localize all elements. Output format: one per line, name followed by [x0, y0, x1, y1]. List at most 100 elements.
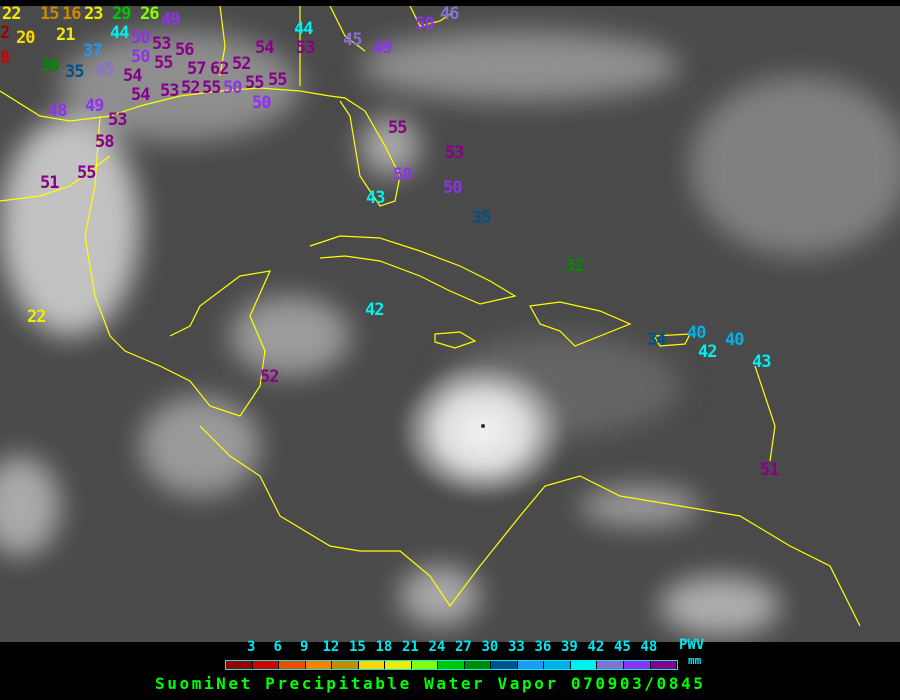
station-pwv-label: 55	[388, 118, 408, 138]
legend-swatch	[411, 661, 439, 669]
station-pwv-label: 52	[181, 78, 201, 98]
station-pwv-label: 54	[131, 85, 151, 105]
legend-tick: 3	[247, 639, 256, 655]
legend-swatch	[570, 661, 598, 669]
station-pwv-label: 45	[343, 30, 363, 50]
station-pwv-label: 52	[232, 54, 252, 74]
legend-swatch	[517, 661, 545, 669]
legend-tick: 12	[322, 639, 340, 655]
station-pwv-label: 23	[84, 6, 104, 24]
station-pwv-label: 51	[760, 460, 780, 480]
station-pwv-label: 43	[752, 352, 772, 372]
legend-swatch	[491, 661, 518, 669]
legend-tick: 24	[428, 639, 446, 655]
legend-tick: 33	[508, 639, 525, 655]
legend-tick: 27	[455, 639, 472, 655]
station-pwv-label: 50	[393, 165, 413, 185]
station-pwv-label: 55	[268, 70, 288, 90]
station-pwv-label: 56	[175, 40, 195, 60]
station-pwv-label: 53	[108, 110, 128, 130]
station-pwv-label: 62	[210, 59, 230, 79]
station-pwv-label: 46	[440, 6, 460, 24]
legend-tick: 36	[534, 639, 552, 655]
legend-swatch	[464, 661, 492, 669]
station-pwv-label: 16	[62, 6, 82, 24]
station-pwv-label: 45	[95, 60, 115, 80]
hurricane-eye	[481, 424, 485, 428]
station-pwv-label: 52	[260, 367, 280, 387]
legend-unit: mm	[688, 654, 702, 667]
legend-tick: 42	[587, 639, 605, 655]
legend-tick: 48	[640, 639, 658, 655]
station-pwv-label: 55	[202, 78, 222, 98]
legend-swatch	[438, 661, 465, 669]
station-pwv-label: 40	[687, 323, 707, 343]
station-pwv-label: 55	[77, 163, 97, 183]
legend-swatch	[544, 661, 571, 669]
station-pwv-label: 55	[154, 53, 174, 73]
station-pwv-label: 8	[0, 48, 10, 68]
station-pwv-label: 44	[294, 19, 314, 39]
satellite-layer	[0, 6, 900, 636]
legend-swatch	[358, 661, 386, 669]
station-pwv-label: 53	[160, 81, 180, 101]
legend-swatch	[305, 661, 333, 669]
legend-swatch	[332, 661, 359, 669]
legend-swatch	[226, 661, 253, 669]
station-pwv-label: 22	[27, 307, 47, 327]
legend-swatch	[597, 661, 624, 669]
station-pwv-label: 50	[252, 93, 272, 113]
legend-tick: 6	[273, 639, 282, 655]
station-pwv-label: 50	[223, 78, 243, 98]
station-pwv-label: 43	[366, 188, 386, 208]
station-pwv-label: 2	[0, 23, 10, 43]
station-pwv-label: 53	[445, 143, 465, 163]
legend-tick: 18	[375, 639, 393, 655]
legend-tick: 45	[614, 639, 631, 655]
station-labels: 22 2 20 8 15 16 21 23 29 26 37 30 35 45 44 49 50 50 54 55 53…	[0, 6, 900, 642]
station-pwv-label: 21	[56, 25, 76, 45]
station-pwv-label: 35	[65, 62, 85, 82]
station-pwv-label: 50	[131, 47, 151, 67]
station-pwv-label: 26	[140, 6, 160, 24]
hurricane	[398, 361, 568, 501]
coastlines	[0, 6, 861, 627]
color-legend: 3 6 9 12 15 18 21 24 27 30 33 36 39 42 45 48 PWV mm Suo…	[0, 638, 900, 700]
legend-tick: 39	[561, 639, 578, 655]
station-pwv-label: 29	[112, 6, 132, 24]
legend-swatch	[623, 661, 651, 669]
legend-swatch	[252, 661, 280, 669]
legend-swatch	[279, 661, 306, 669]
station-pwv-label: 53	[296, 38, 316, 58]
station-pwv-label: 54	[123, 66, 143, 86]
station-pwv-label: 34	[647, 330, 667, 350]
station-pwv-label: 32	[565, 256, 585, 276]
legend-swatch	[650, 661, 678, 669]
station-pwv-label: 50	[415, 14, 435, 34]
station-pwv-label: 42	[365, 300, 385, 320]
station-pwv-label: 58	[95, 132, 115, 152]
legend-tick: 30	[481, 639, 499, 655]
station-pwv-label: 30	[40, 56, 60, 76]
station-pwv-label: 49	[373, 38, 393, 58]
legend-tick: 21	[402, 639, 419, 655]
station-pwv-label: 48	[48, 101, 68, 121]
satellite-image: 22 2 20 8 15 16 21 23 29 26 37 30 35 45 44 49 50 50 54 55 53…	[0, 6, 900, 642]
map-title: SuomiNet Precipitable Water Vapor 070903…	[155, 674, 706, 693]
station-pwv-label: 53	[152, 34, 172, 54]
station-pwv-label: 42	[698, 342, 718, 362]
station-pwv-label: 35	[472, 208, 492, 228]
station-pwv-label: 49	[85, 96, 105, 116]
station-pwv-label: 44	[110, 23, 130, 43]
station-pwv-label: 54	[255, 38, 275, 58]
station-pwv-label: 49	[161, 10, 181, 30]
station-pwv-label: 40	[725, 330, 745, 350]
station-pwv-label: 51	[40, 173, 60, 193]
station-pwv-label: 57	[187, 59, 207, 79]
station-pwv-label: 50	[131, 28, 151, 48]
station-pwv-label: 15	[40, 6, 60, 24]
legend-unit-label: PWV	[679, 637, 705, 653]
station-pwv-label: 37	[83, 41, 103, 61]
station-pwv-label: 20	[16, 28, 36, 48]
